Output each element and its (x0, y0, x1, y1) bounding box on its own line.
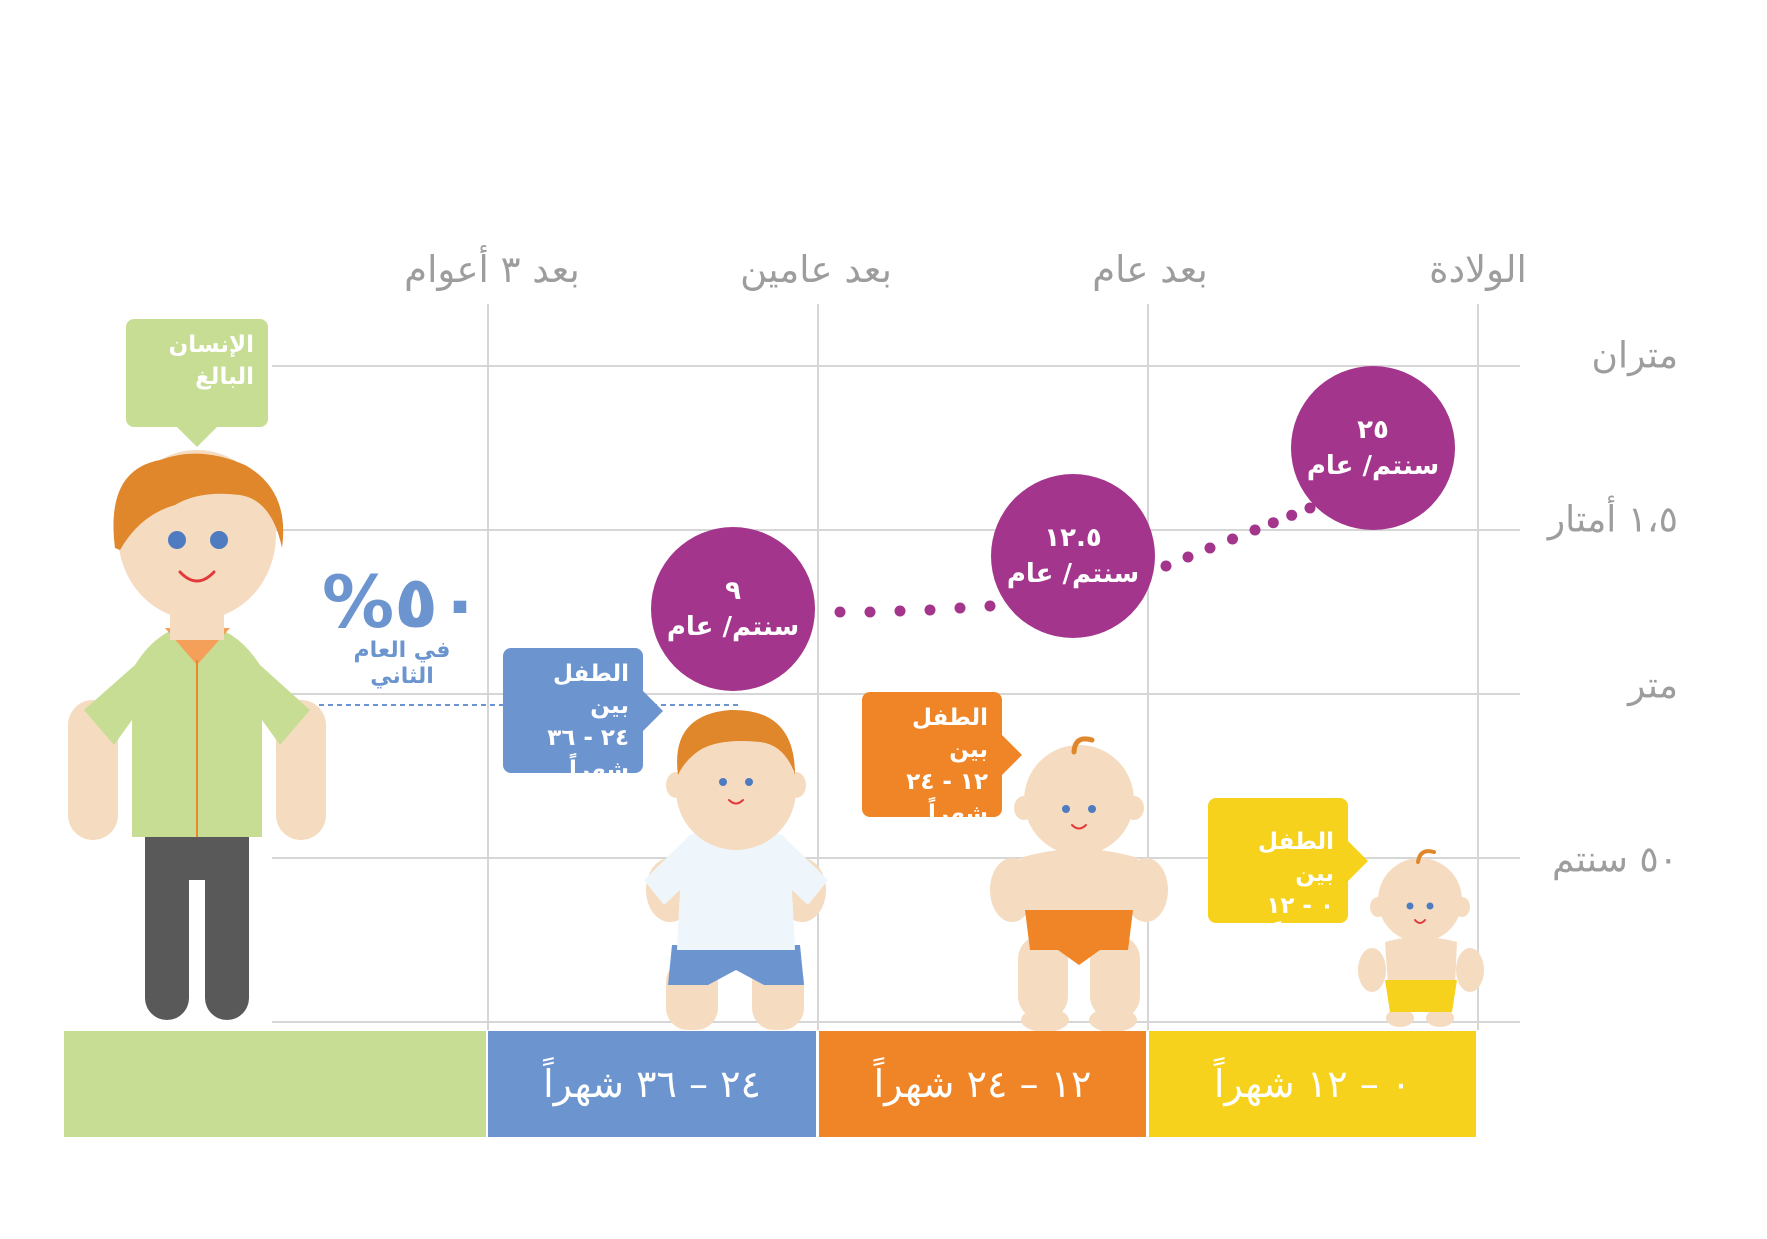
rate-circle-24-36: ٩ سنتم/ عام (651, 527, 815, 691)
callout-child-12-24-line2: ١٢ - ٢٤ (906, 769, 988, 795)
percent-second-year: ٥٠% في العام الثاني (322, 566, 482, 690)
trend-0-12-dot-0 (1304, 502, 1316, 514)
band-24-36-label: ٢٤ – ٣٦ شهراً (543, 1062, 761, 1106)
trend-12-24-dot-0 (984, 600, 996, 612)
trend-0-12-dot-3 (1249, 524, 1261, 536)
rate-trend-dots (834, 502, 1316, 618)
row-label-fifty-cm: ٥٠ سنتم (1552, 839, 1678, 881)
rate-circle-12-24: ١٢.٥ سنتم/ عام (991, 474, 1155, 638)
band-12-24-label: ١٢ – ٢٤ شهراً (873, 1062, 1092, 1106)
callout-child-12-24-line3: شهراً (928, 801, 988, 827)
row-label-two-meters: متران (1591, 335, 1678, 377)
rate-unit-24-36: سنتم/ عام (666, 612, 800, 642)
trend-0-12-dot-2 (1267, 517, 1279, 529)
callout-child-24-36-line1: الطفل بين (552, 661, 629, 719)
column-header-two-years: بعد عامين (740, 248, 892, 291)
trend-12-24-dot-4 (864, 606, 876, 618)
callout-child-24-36-line3: شهراً (569, 757, 629, 783)
row-label-one-meter: متر (1627, 665, 1678, 707)
rate-value-12-24: ١٢.٥ (1044, 523, 1102, 553)
column-header-one-year: بعد عام (1092, 248, 1208, 291)
trend-0-12-dot-7 (1160, 560, 1172, 572)
rate-unit-12-24: سنتم/ عام (1006, 559, 1140, 589)
band-0-12: ٠ – ١٢ شهراً (1149, 1031, 1476, 1137)
callout-adult: الإنسان البالغ (126, 319, 268, 447)
rate-unit-0-12: سنتم/ عام (1306, 451, 1440, 481)
row-label-one-five-meters: ١،٥ أمتار (1547, 499, 1678, 541)
adult-figure (68, 450, 326, 1020)
trend-0-12-dot-5 (1204, 542, 1216, 554)
column-header-three-years: بعد ٣ أعوام (404, 248, 580, 291)
callout-child-24-36-line2: ٢٤ - ٣٦ (547, 725, 629, 751)
callout-child-0-12-line2: ٠ - ١٢ شهراً (1266, 893, 1334, 951)
trend-12-24-dot-5 (834, 606, 846, 618)
band-24-36: ٢٤ – ٣٦ شهراً (488, 1031, 816, 1137)
trend-0-12-dot-1 (1286, 509, 1298, 521)
percent-caption: في العام الثاني (353, 638, 451, 689)
child-12-24-figure (990, 736, 1168, 1032)
band-adult (64, 1031, 486, 1137)
callout-child-0-12: الطفل بين ٠ - ١٢ شهراً (1208, 798, 1368, 951)
band-0-12-label: ٠ – ١٢ شهراً (1213, 1062, 1412, 1106)
rate-value-0-12: ٢٥ (1357, 415, 1389, 445)
child-0-12-figure (1358, 849, 1484, 1027)
rate-value-24-36: ٩ (725, 576, 741, 606)
callout-child-24-36: الطفل بين ٢٤ - ٣٦ شهراً (503, 648, 663, 783)
column-header-birth: الولادة (1429, 248, 1527, 291)
trend-12-24-dot-2 (924, 604, 936, 616)
trend-12-24-dot-3 (894, 605, 906, 617)
callout-child-12-24: الطفل بين ١٢ - ٢٤ شهراً (862, 692, 1022, 827)
rate-circle-0-12: ٢٥ سنتم/ عام (1291, 366, 1455, 530)
callout-child-12-24-line1: الطفل بين (911, 705, 988, 763)
trend-0-12-dot-4 (1227, 533, 1238, 545)
trend-12-24-dot-1 (954, 602, 966, 614)
trend-0-12-dot-6 (1182, 551, 1194, 563)
callout-adult-line1: الإنسان (168, 332, 254, 358)
child-24-36-figure (644, 709, 828, 1030)
callout-child-0-12-line1: الطفل بين (1257, 829, 1334, 887)
band-12-24: ١٢ – ٢٤ شهراً (819, 1031, 1146, 1137)
callout-adult-line2: البالغ (195, 364, 254, 390)
percent-value: ٥٠% (321, 560, 482, 644)
